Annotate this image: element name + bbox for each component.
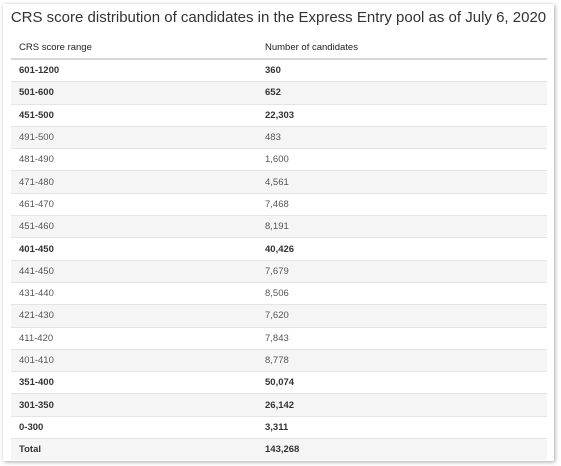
table-row: 461-470 7,468 xyxy=(11,192,547,216)
cell-crs-score-range: 301-350 xyxy=(11,393,257,417)
table-row: 0-300 3,311 xyxy=(11,415,547,439)
cell-crs-score-range: 481-490 xyxy=(11,148,257,171)
table-row: 601-1200 360 xyxy=(11,58,547,82)
table-row: 351-400 50,074 xyxy=(11,371,547,394)
table-row: Total 143,268 xyxy=(11,438,547,461)
cell-crs-score-range: 401-450 xyxy=(11,237,257,261)
table-body: 601-1200 360 501-600 652 451-500 22,303 491-50… xyxy=(11,58,547,461)
cell-crs-score-range: 431-440 xyxy=(11,281,257,305)
cell-number-of-candidates: 40,426 xyxy=(257,237,547,261)
cell-number-of-candidates: 360 xyxy=(257,58,547,82)
table-row: 431-440 8,506 xyxy=(11,281,547,305)
cell-number-of-candidates: 26,142 xyxy=(257,393,547,417)
header-number-of-candidates: Number of candidates xyxy=(257,36,547,60)
cell-number-of-candidates: 3,311 xyxy=(257,415,547,439)
cell-number-of-candidates: 8,506 xyxy=(257,281,547,305)
cell-crs-score-range: 451-460 xyxy=(11,215,257,238)
cell-number-of-candidates: 7,843 xyxy=(257,326,547,350)
header-crs-score-range: CRS score range xyxy=(11,36,257,60)
cell-number-of-candidates: 8,778 xyxy=(257,348,547,372)
cell-number-of-candidates: 7,679 xyxy=(257,259,547,283)
table-header-row: CRS score range Number of candidates xyxy=(11,36,547,60)
cell-number-of-candidates: 22,303 xyxy=(257,103,547,127)
table-row: 491-500 483 xyxy=(11,125,547,149)
cell-crs-score-range: 441-450 xyxy=(11,259,257,283)
table-row: 401-450 40,426 xyxy=(11,237,547,261)
cell-crs-score-range: 421-430 xyxy=(11,304,257,328)
cell-crs-score-range: 471-480 xyxy=(11,170,257,194)
cell-number-of-candidates: 652 xyxy=(257,81,547,105)
cell-crs-score-range: 451-500 xyxy=(11,103,257,127)
table-row: 451-500 22,303 xyxy=(11,103,547,127)
table-row: 481-490 1,600 xyxy=(11,148,547,171)
cell-number-of-candidates: 50,074 xyxy=(257,371,547,394)
cell-crs-score-range: 501-600 xyxy=(11,81,257,105)
cell-number-of-candidates: 143,268 xyxy=(257,438,547,461)
table-row: 421-430 7,620 xyxy=(11,304,547,328)
cell-crs-score-range: 0-300 xyxy=(11,415,257,439)
cell-crs-score-range: 601-1200 xyxy=(11,58,257,82)
cell-crs-score-range: Total xyxy=(11,438,257,461)
table-row: 471-480 4,561 xyxy=(11,170,547,194)
table-title: CRS score distribution of candidates in … xyxy=(10,9,547,26)
table-card: CRS score distribution of candidates in … xyxy=(3,4,554,461)
crs-distribution-table: CRS score range Number of candidates 601… xyxy=(11,36,547,461)
cell-number-of-candidates: 4,561 xyxy=(257,170,547,194)
cell-number-of-candidates: 7,468 xyxy=(257,192,547,216)
table-row: 411-420 7,843 xyxy=(11,326,547,350)
table-row: 401-410 8,778 xyxy=(11,348,547,372)
table-row: 301-350 26,142 xyxy=(11,393,547,417)
table-row: 441-450 7,679 xyxy=(11,259,547,283)
cell-number-of-candidates: 8,191 xyxy=(257,215,547,238)
cell-number-of-candidates: 483 xyxy=(257,125,547,149)
table-row: 501-600 652 xyxy=(11,81,547,105)
cell-crs-score-range: 491-500 xyxy=(11,125,257,149)
cell-number-of-candidates: 1,600 xyxy=(257,148,547,171)
cell-crs-score-range: 461-470 xyxy=(11,192,257,216)
cell-crs-score-range: 351-400 xyxy=(11,371,257,394)
table-row: 451-460 8,191 xyxy=(11,215,547,238)
cell-crs-score-range: 411-420 xyxy=(11,326,257,350)
cell-number-of-candidates: 7,620 xyxy=(257,304,547,328)
cell-crs-score-range: 401-410 xyxy=(11,348,257,372)
